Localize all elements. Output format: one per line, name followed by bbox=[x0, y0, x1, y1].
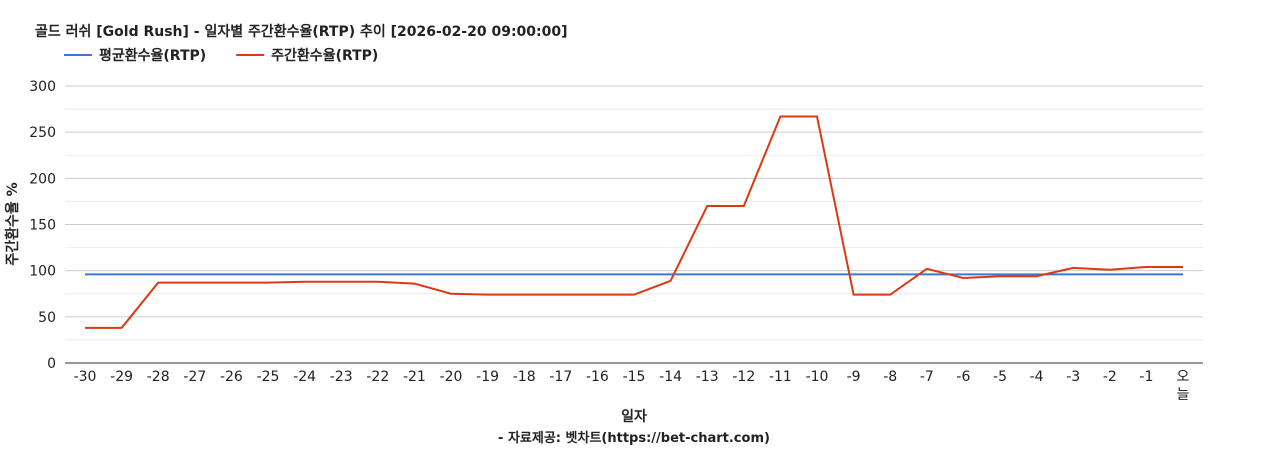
x-tick-label: -1 bbox=[1139, 369, 1153, 385]
x-tick-label: -6 bbox=[956, 369, 970, 385]
legend: 평균환수율(RTP) 주간환수율(RTP) bbox=[64, 47, 378, 64]
x-tick-label: -14 bbox=[659, 369, 682, 385]
y-tick-label: 50 bbox=[38, 310, 56, 326]
x-tick-label: -20 bbox=[440, 369, 463, 385]
x-tick-label: -13 bbox=[696, 369, 719, 385]
x-tick-label: -23 bbox=[330, 369, 353, 385]
x-tick-label: -21 bbox=[403, 369, 426, 385]
legend-label: 평균환수율(RTP) bbox=[99, 47, 206, 64]
y-tick-label: 300 bbox=[29, 79, 56, 95]
y-tick-label: 150 bbox=[29, 218, 56, 234]
x-tick-label: -29 bbox=[110, 369, 133, 385]
x-tick-label: -5 bbox=[993, 369, 1007, 385]
x-tick-label: -22 bbox=[366, 369, 389, 385]
x-tick-label: -27 bbox=[183, 369, 206, 385]
y-axis-ticks: 0 50 100 150 200 250 300 bbox=[29, 79, 56, 372]
x-tick-label: -2 bbox=[1103, 369, 1117, 385]
y-tick-label: 100 bbox=[29, 264, 56, 280]
x-tick-label: -9 bbox=[847, 369, 861, 385]
gridlines bbox=[65, 85, 1203, 364]
x-tick-label: 늘 bbox=[1177, 387, 1190, 403]
x-tick-label: -24 bbox=[293, 369, 316, 385]
series-lines bbox=[84, 115, 1184, 329]
x-tick-label: -15 bbox=[623, 369, 646, 385]
chart-title: 골드 러쉬 [Gold Rush] - 일자별 주간환수율(RTP) 추이 [2… bbox=[35, 23, 568, 40]
y-axis-title: 주간환수율 % bbox=[4, 182, 21, 265]
source-footer: - 자료제공: 벳차트(https://bet-chart.com) bbox=[498, 430, 770, 446]
x-tick-label: -17 bbox=[549, 369, 572, 385]
x-tick-label: -11 bbox=[769, 369, 792, 385]
x-tick-label: -4 bbox=[1030, 369, 1044, 385]
x-tick-label: -25 bbox=[257, 369, 280, 385]
x-tick-label: -8 bbox=[883, 369, 897, 385]
x-tick-label: -16 bbox=[586, 369, 609, 385]
y-tick-label: 200 bbox=[29, 171, 56, 187]
y-tick-label: 250 bbox=[29, 125, 56, 141]
x-tick-label: -19 bbox=[476, 369, 499, 385]
x-axis-ticks: -30 -29 -28 -27 -26 -25 -24 -23 -22 -21 -20 -19 -18-… bbox=[74, 369, 1190, 403]
x-tick-label: -12 bbox=[732, 369, 755, 385]
x-tick-label: -30 bbox=[74, 369, 97, 385]
x-tick-label: 오 bbox=[1177, 369, 1190, 385]
y-tick-label: 0 bbox=[47, 356, 56, 372]
series-line-2 bbox=[85, 115, 1183, 329]
legend-label: 주간환수율(RTP) bbox=[271, 47, 378, 64]
x-axis-title: 일자 bbox=[621, 409, 647, 425]
x-tick-label: -18 bbox=[513, 369, 536, 385]
x-tick-label: -26 bbox=[220, 369, 243, 385]
x-tick-label: -3 bbox=[1066, 369, 1080, 385]
x-tick-label: -28 bbox=[147, 369, 170, 385]
x-tick-label: -10 bbox=[806, 369, 829, 385]
x-tick-label: -7 bbox=[920, 369, 934, 385]
